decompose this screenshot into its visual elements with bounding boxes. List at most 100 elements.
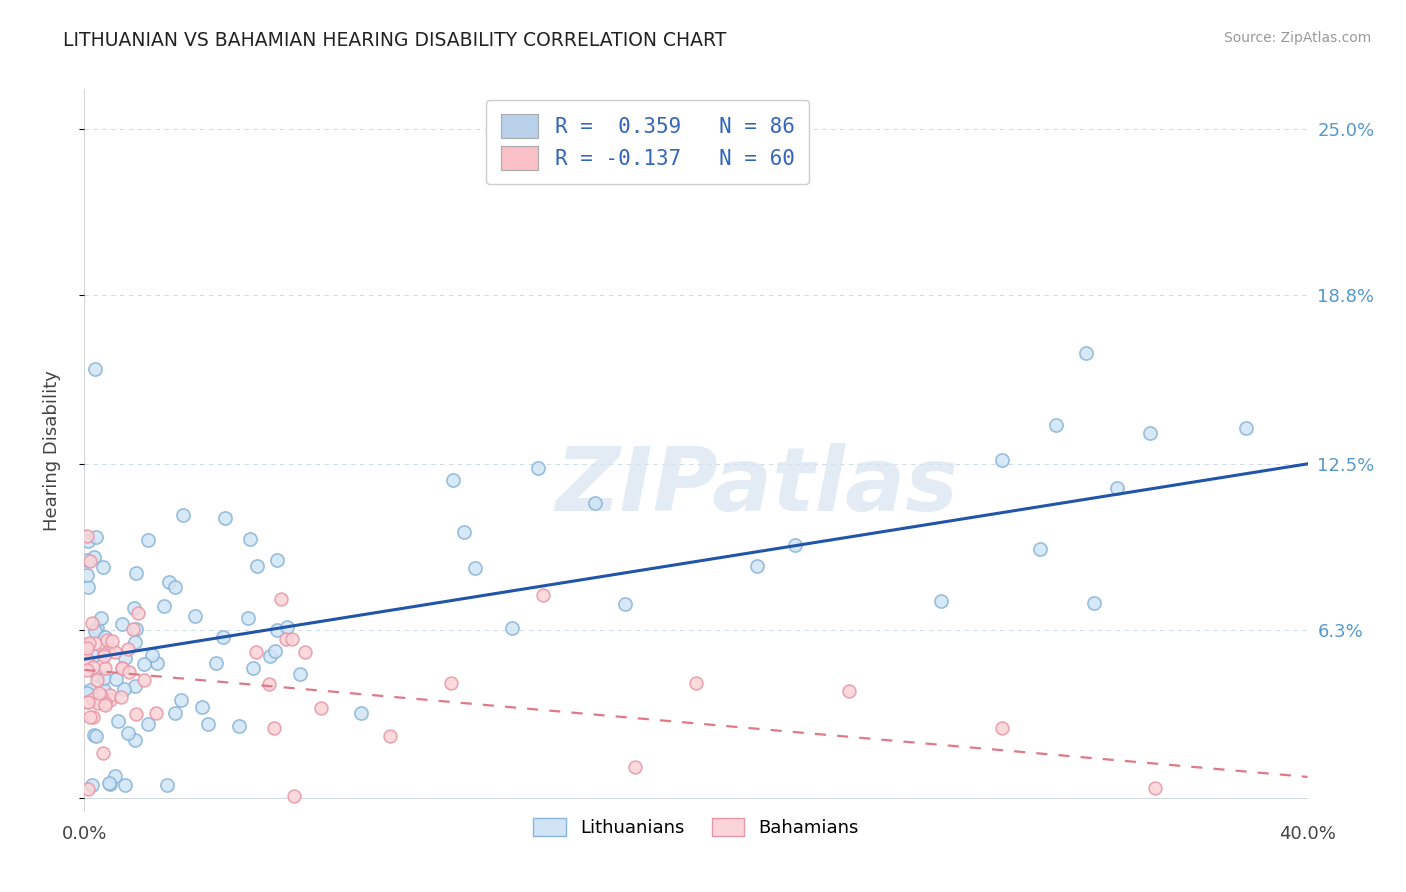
Point [125, 706, 148, 721]
Point [1045, 417, 1067, 432]
Point [246, 558, 269, 573]
Point [245, 645, 267, 659]
Point [132, 673, 155, 687]
Point [76, 695, 98, 709]
Point [93, 683, 115, 698]
Point [212, 630, 235, 644]
Point [87, 686, 110, 700]
Point [125, 566, 148, 581]
Text: LITHUANIAN VS BAHAMIAN HEARING DISABILITY CORRELATION CHART: LITHUANIAN VS BAHAMIAN HEARING DISABILIT… [63, 31, 727, 50]
Point [274, 632, 297, 646]
Point [242, 661, 264, 675]
Point [170, 693, 193, 707]
Point [104, 769, 127, 783]
Point [100, 693, 122, 707]
Point [118, 665, 141, 679]
Point [134, 657, 156, 671]
Point [613, 597, 636, 611]
Point [136, 533, 159, 547]
Point [527, 461, 550, 475]
Point [1139, 426, 1161, 441]
Point [105, 672, 128, 686]
Point [747, 558, 769, 573]
Point [98, 642, 121, 657]
Point [136, 717, 159, 731]
Point [236, 611, 259, 625]
Point [991, 452, 1014, 467]
Point [1143, 781, 1166, 796]
Point [190, 699, 212, 714]
Point [152, 599, 174, 613]
Point [281, 632, 304, 646]
Point [111, 616, 134, 631]
Point [86, 673, 108, 688]
Point [531, 588, 554, 602]
Point [82, 660, 104, 674]
Point [83, 549, 105, 564]
Point [124, 733, 146, 747]
Point [350, 706, 373, 721]
Point [79, 682, 101, 697]
Legend: Lithuanians, Bahamians: Lithuanians, Bahamians [524, 809, 868, 846]
Point [155, 778, 177, 792]
Point [124, 635, 146, 649]
Point [76, 685, 98, 699]
Point [257, 677, 280, 691]
Point [165, 706, 187, 721]
Point [93, 648, 115, 662]
Point [1105, 481, 1128, 495]
Point [76, 653, 98, 667]
Point [122, 601, 145, 615]
Point [93, 671, 115, 685]
Point [205, 656, 228, 670]
Point [117, 642, 139, 657]
Point [83, 624, 105, 638]
Point [1074, 346, 1097, 360]
Point [117, 726, 139, 740]
Point [76, 552, 98, 566]
Point [94, 661, 117, 675]
Point [624, 759, 647, 773]
Point [685, 676, 707, 690]
Point [145, 706, 167, 720]
Point [276, 620, 298, 634]
Point [98, 776, 121, 790]
Point [89, 689, 111, 703]
Point [1029, 541, 1052, 556]
Point [259, 648, 281, 663]
Point [464, 560, 486, 574]
Point [76, 651, 98, 665]
Point [82, 692, 104, 706]
Point [283, 789, 305, 803]
Point [1083, 596, 1105, 610]
Point [107, 714, 129, 729]
Point [84, 530, 107, 544]
Point [77, 695, 100, 709]
Point [114, 778, 136, 792]
Point [86, 668, 108, 682]
Point [294, 645, 316, 659]
Point [83, 728, 105, 742]
Point [380, 729, 402, 743]
Point [929, 594, 952, 608]
Point [583, 496, 606, 510]
Point [77, 534, 100, 549]
Point [146, 656, 169, 670]
Point [104, 645, 127, 659]
Point [90, 611, 112, 625]
Point [76, 580, 98, 594]
Point [124, 679, 146, 693]
Point [84, 361, 107, 376]
Text: ZIPatlas: ZIPatlas [555, 443, 959, 530]
Point [111, 661, 134, 675]
Point [91, 560, 114, 574]
Point [93, 648, 115, 663]
Point [112, 682, 135, 697]
Point [76, 663, 98, 677]
Y-axis label: Hearing Disability: Hearing Disability [42, 370, 60, 531]
Point [214, 510, 236, 524]
Point [77, 636, 100, 650]
Point [288, 667, 311, 681]
Point [309, 700, 332, 714]
Point [141, 648, 163, 662]
